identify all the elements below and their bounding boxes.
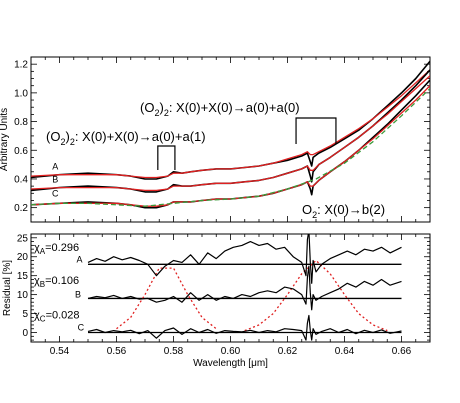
residual-curve-label: C bbox=[78, 323, 85, 333]
spectra-y-tick-label: 0.4 bbox=[14, 174, 28, 185]
residual-y-tick-label: 15 bbox=[17, 271, 29, 282]
band-bracket bbox=[295, 117, 337, 144]
residual-y-tick-label: 0 bbox=[22, 328, 28, 339]
residual-panel: 0 5 10 15 20 25 0.54 0.56 0.58 0.60 0.62 0.64 0.66 Re… bbox=[2, 233, 431, 369]
residual-x-tick-label: 0.64 bbox=[335, 346, 355, 357]
residual-x-tick-label: 0.54 bbox=[50, 346, 70, 357]
residual-y-tick-label: 20 bbox=[17, 252, 29, 263]
chi-square-label: χC=0.028 bbox=[34, 310, 80, 324]
residual-x-tick-label: 0.56 bbox=[107, 346, 127, 357]
spectra-curves bbox=[31, 60, 430, 209]
spectra-y-tick-label: 1.0 bbox=[14, 88, 28, 99]
chi-square-label: χB=0.106 bbox=[34, 275, 79, 289]
spectra-y-tick-label: 0.6 bbox=[14, 146, 28, 157]
x-axis-label: Wavelength [μm] bbox=[193, 358, 268, 369]
spectrum-line-b-fit bbox=[31, 75, 430, 192]
band-annotation: (O2)2: X(0)+X(0)→a(0)+a(1) bbox=[46, 129, 206, 147]
band-annotation: O2: X(0)→b(2) bbox=[302, 202, 385, 220]
band-profile-2 bbox=[244, 259, 388, 332]
spectrum-curve-label: C bbox=[52, 189, 59, 199]
spectra-y-tick-label: 0.2 bbox=[14, 203, 28, 214]
residual-y-tick-label: 25 bbox=[17, 233, 29, 244]
residual-curve-label: A bbox=[76, 254, 82, 264]
band-annotation: (O2)2: X(0)+X(0)→a(0)+a(0) bbox=[140, 100, 300, 118]
residual-line-a bbox=[87, 234, 402, 284]
residual-x-tick-label: 0.58 bbox=[164, 346, 184, 357]
residual-y-tick-label: 10 bbox=[17, 290, 29, 301]
residual-x-tick-label: 0.66 bbox=[392, 346, 412, 357]
spectra-y-tick-label: 0.8 bbox=[14, 117, 28, 128]
spectrum-curve-label: B bbox=[52, 174, 58, 184]
chi-square-label: χA=0.296 bbox=[34, 242, 79, 256]
band-bracket bbox=[157, 145, 176, 170]
spectrum-line-a-fit bbox=[31, 69, 430, 179]
spectrum-curve-label: A bbox=[52, 161, 58, 171]
residual-y-axis-label: Residual [%] bbox=[2, 260, 13, 316]
residual-x-tick-label: 0.62 bbox=[278, 346, 298, 357]
residual-line-b bbox=[87, 265, 402, 311]
spectra-y-axis-label: Arbitrary Units bbox=[0, 108, 10, 171]
spectra-panel: 0.2 0.4 0.6 0.8 1.0 1.2 Arbitrary Units ABC (O2)… bbox=[0, 56, 431, 223]
spectra-y-tick-label: 1.2 bbox=[14, 60, 28, 71]
residual-x-tick-label: 0.60 bbox=[221, 346, 241, 357]
residual-curves bbox=[87, 234, 402, 341]
spectrum-line-c-baseline bbox=[31, 88, 430, 207]
residual-curve-label: B bbox=[75, 289, 81, 299]
residual-y-tick-label: 5 bbox=[22, 309, 28, 320]
residual-line-c bbox=[87, 314, 402, 341]
band-profile-1 bbox=[116, 267, 217, 330]
